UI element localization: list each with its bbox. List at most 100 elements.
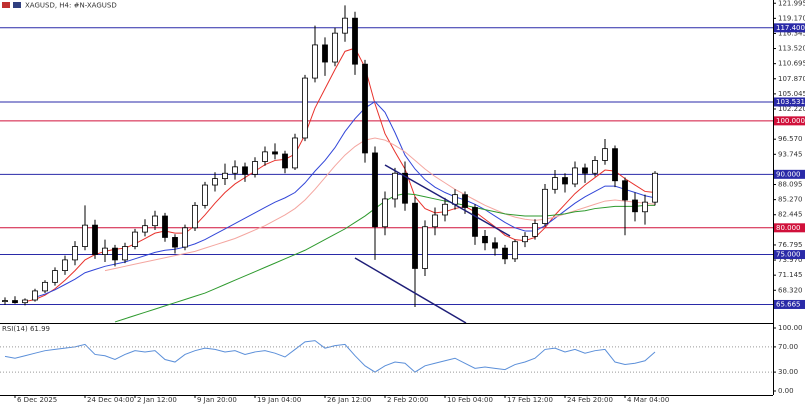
level-label: 117.400 — [776, 24, 805, 32]
rsi-tick-label: 100.00 — [778, 324, 803, 332]
candle-body — [52, 270, 58, 283]
y-tick-label: 76.795 — [778, 241, 803, 249]
candle-body — [542, 188, 548, 224]
candle-body — [172, 237, 178, 248]
candle-body — [502, 247, 508, 260]
symbol-icon — [2, 2, 10, 8]
y-tick-label: 73.970 — [778, 256, 803, 264]
candle-body — [202, 184, 208, 206]
level-label-box — [774, 250, 805, 260]
level-label-box — [774, 116, 805, 126]
candle-body — [562, 177, 568, 185]
level-label-box — [774, 23, 805, 33]
x-tick-label: 2 Feb 20:00 — [387, 396, 428, 404]
y-tick-label: 116.345 — [778, 29, 805, 37]
candle-body — [392, 172, 398, 200]
y-tick-label: 85.270 — [778, 196, 803, 204]
candle-body — [432, 214, 438, 228]
candle-body — [262, 151, 268, 162]
level-label-box — [774, 223, 805, 233]
candle-body — [312, 44, 318, 79]
candle-body — [532, 223, 538, 237]
candle-body — [612, 148, 618, 182]
level-label-box — [774, 97, 805, 107]
candle-body — [22, 299, 28, 304]
candle-body — [32, 290, 38, 301]
candle-body — [602, 148, 608, 161]
x-tick-label: 4 Mar 04:00 — [627, 396, 669, 404]
y-tick-label: 119.170 — [778, 14, 805, 22]
candle-body — [572, 167, 578, 185]
candle-body — [582, 167, 588, 174]
candle-body — [232, 166, 238, 174]
candle-body — [92, 224, 98, 255]
x-tick-label: 24 Dec 04:00 — [87, 396, 134, 404]
candle-body — [492, 242, 498, 249]
candle-body — [472, 207, 478, 237]
candle-body — [352, 17, 358, 65]
candle-body — [182, 227, 188, 248]
y-tick-label: 82.445 — [778, 211, 803, 219]
candle-body — [592, 160, 598, 174]
x-tick-label: 26 Jan 12:00 — [327, 396, 371, 404]
y-tick-label: 93.745 — [778, 150, 803, 158]
candle-body — [442, 203, 448, 216]
y-tick-label: 88.095 — [778, 181, 803, 189]
candle-body — [62, 259, 68, 271]
candle-body — [2, 300, 8, 303]
candle-body — [272, 151, 278, 155]
candle-body — [642, 201, 648, 213]
levels — [0, 27, 773, 305]
candle-body — [132, 231, 138, 247]
candle-body — [152, 215, 158, 227]
candle-body — [82, 224, 88, 247]
candle-body — [512, 241, 518, 260]
level-label: 103.531 — [776, 98, 805, 106]
y-tick-label: 68.320 — [778, 286, 803, 294]
candle-body — [552, 177, 558, 190]
trend-line — [354, 257, 467, 324]
symbol-icon — [13, 2, 21, 8]
chart-title: XAGUSD, H4: #N-XAGUSD — [25, 2, 117, 10]
candle-body — [632, 199, 638, 213]
candle-body — [242, 166, 248, 175]
y-tick-label: 71.145 — [778, 271, 803, 279]
candle-body — [412, 202, 418, 269]
candle-body — [652, 172, 658, 203]
level-label: 80.000 — [776, 224, 801, 232]
rsi-tick-label: 30.00 — [778, 368, 798, 376]
candle-body — [452, 194, 458, 205]
candle-body — [142, 225, 148, 233]
level-label: 90.000 — [776, 170, 801, 178]
level-label: 65.665 — [776, 300, 801, 308]
x-tick-label: 9 Jan 20:00 — [197, 396, 237, 404]
x-tick-label: 6 Dec 2025 — [17, 396, 57, 404]
y-tick-label: 121.995 — [778, 0, 805, 7]
y-tick-label: 110.695 — [778, 60, 805, 68]
rsi-tick-label: 70.00 — [778, 343, 798, 351]
candle-body — [422, 226, 428, 269]
y-tick-label: 102.220 — [778, 105, 805, 113]
candle-body — [322, 44, 328, 63]
candle-body — [112, 247, 118, 261]
level-label-box — [774, 299, 805, 309]
candle-body — [192, 204, 198, 229]
candle-body — [12, 300, 18, 304]
x-tick-label: 10 Feb 04:00 — [447, 396, 493, 404]
candle-body — [292, 137, 298, 169]
candle-body — [462, 194, 468, 208]
candle-body — [342, 17, 348, 34]
candles — [2, 5, 658, 307]
candle-body — [282, 153, 288, 169]
candle-body — [42, 281, 48, 292]
candle-body — [72, 246, 78, 261]
candle-body — [222, 172, 228, 180]
x-tick-label: 2 Jan 12:00 — [137, 396, 177, 404]
candle-body — [382, 198, 388, 228]
rsi-label: RSI(14) 61.99 — [2, 325, 50, 333]
moving-average — [34, 100, 656, 298]
y-tick-label: 113.520 — [778, 45, 805, 53]
candle-body — [162, 215, 168, 238]
candle-body — [622, 180, 628, 201]
